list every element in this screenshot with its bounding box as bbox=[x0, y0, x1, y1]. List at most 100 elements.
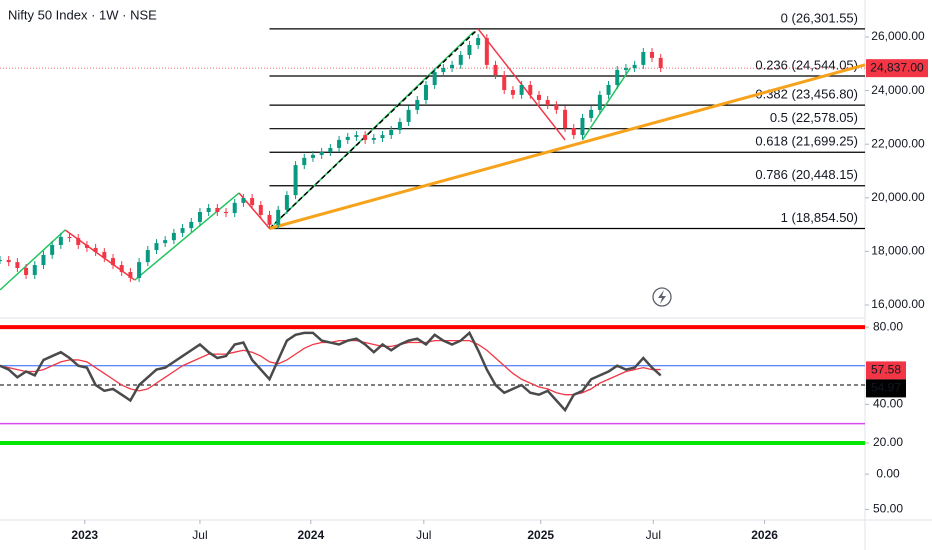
rsi-tick-label: 20.00 bbox=[873, 435, 903, 449]
fib-label: 0.786 (20,448.15) bbox=[755, 167, 858, 182]
candle bbox=[615, 69, 620, 85]
pane3-tick-label: 0.00 bbox=[876, 466, 900, 480]
candle bbox=[145, 250, 150, 263]
candle bbox=[302, 157, 307, 166]
fib-label: 0.382 (23,456.80) bbox=[755, 87, 858, 102]
candle bbox=[580, 117, 585, 136]
candle bbox=[241, 198, 246, 203]
x-tick-label: Jul bbox=[192, 528, 207, 542]
fib-label: 0.236 (24,544.05) bbox=[755, 57, 858, 72]
candle bbox=[41, 254, 46, 266]
y-tick-label: 26,000.00 bbox=[871, 29, 925, 43]
x-tick-label: Jul bbox=[646, 528, 661, 542]
candle bbox=[111, 258, 116, 266]
candle bbox=[502, 75, 507, 91]
icon-ring[interactable] bbox=[652, 287, 672, 307]
rsi-value-label: 54.97 bbox=[871, 381, 901, 395]
candle bbox=[250, 198, 255, 206]
candle bbox=[119, 265, 124, 273]
trend-line bbox=[0, 229, 66, 291]
candle bbox=[397, 121, 402, 130]
candle bbox=[6, 259, 11, 263]
trend-line bbox=[581, 67, 631, 141]
candle bbox=[267, 214, 272, 225]
candle bbox=[623, 68, 628, 70]
candle bbox=[258, 205, 263, 215]
candle bbox=[84, 244, 89, 248]
candle bbox=[24, 268, 29, 275]
icon-bolt[interactable] bbox=[658, 290, 666, 304]
candle bbox=[476, 38, 481, 46]
candle bbox=[606, 84, 611, 95]
candle bbox=[354, 135, 359, 137]
candle bbox=[337, 139, 342, 148]
candle bbox=[189, 221, 194, 229]
fib-label: 0 (26,301.55) bbox=[781, 10, 858, 25]
replay-icon[interactable] bbox=[652, 287, 672, 307]
candle bbox=[571, 128, 576, 136]
candle bbox=[67, 236, 72, 238]
candle bbox=[450, 64, 455, 69]
candle bbox=[641, 51, 646, 65]
candle bbox=[519, 84, 524, 95]
candle bbox=[171, 232, 176, 241]
candle bbox=[93, 247, 98, 252]
candle bbox=[328, 147, 333, 152]
candle bbox=[589, 109, 594, 118]
candle bbox=[154, 243, 159, 251]
candle bbox=[232, 202, 237, 214]
y-tick-label: 16,000.00 bbox=[871, 297, 925, 311]
candle bbox=[597, 94, 602, 110]
candle bbox=[276, 209, 281, 225]
last-price-label: 24,837.00 bbox=[870, 60, 924, 74]
candle bbox=[484, 38, 489, 65]
candle bbox=[458, 54, 463, 65]
candle bbox=[632, 64, 637, 69]
candle bbox=[102, 251, 107, 259]
candle bbox=[363, 135, 368, 140]
candle bbox=[415, 99, 420, 110]
candle bbox=[650, 51, 655, 58]
trend-line bbox=[134, 192, 240, 281]
candle bbox=[206, 207, 211, 212]
trend-line bbox=[269, 63, 866, 230]
chart-title: Nifty 50 Index · 1W · NSE bbox=[8, 7, 157, 22]
candle bbox=[432, 72, 437, 85]
fib-label: 1 (18,854.50) bbox=[781, 210, 858, 225]
candle bbox=[371, 138, 376, 140]
rsi-value-box bbox=[866, 379, 906, 398]
candle bbox=[319, 151, 324, 155]
x-tick-label: 2026 bbox=[751, 528, 778, 542]
last-price-box bbox=[866, 59, 928, 78]
rsi-value-box bbox=[866, 361, 906, 380]
y-tick-label: 18,000.00 bbox=[871, 244, 925, 258]
candle bbox=[510, 90, 515, 95]
candle bbox=[180, 228, 185, 233]
x-tick-label: 2024 bbox=[297, 528, 324, 542]
candle bbox=[215, 207, 220, 212]
candle bbox=[15, 262, 20, 269]
candle bbox=[441, 68, 446, 73]
candle bbox=[545, 99, 550, 106]
candle bbox=[163, 240, 168, 244]
candle bbox=[293, 165, 298, 196]
pane3-tick-label: 50.00 bbox=[873, 502, 903, 516]
candle bbox=[224, 212, 229, 214]
y-tick-label: 24,000.00 bbox=[871, 83, 925, 97]
rsi-line bbox=[0, 330, 662, 413]
candle bbox=[467, 45, 472, 55]
x-tick-label: 2025 bbox=[527, 528, 554, 542]
candle bbox=[528, 84, 533, 95]
rsi-tick-label: 40.00 bbox=[873, 397, 903, 411]
candle bbox=[310, 154, 315, 158]
x-tick-label: 2023 bbox=[71, 528, 98, 542]
y-tick-label: 22,000.00 bbox=[871, 136, 925, 150]
y-tick-label: 20,000.00 bbox=[871, 190, 925, 204]
x-tick-label: Jul bbox=[416, 528, 431, 542]
candle bbox=[536, 94, 541, 100]
candle bbox=[32, 265, 37, 275]
candle bbox=[128, 272, 133, 278]
candle bbox=[389, 129, 394, 136]
rsi-tick-label: 80.00 bbox=[873, 319, 903, 333]
